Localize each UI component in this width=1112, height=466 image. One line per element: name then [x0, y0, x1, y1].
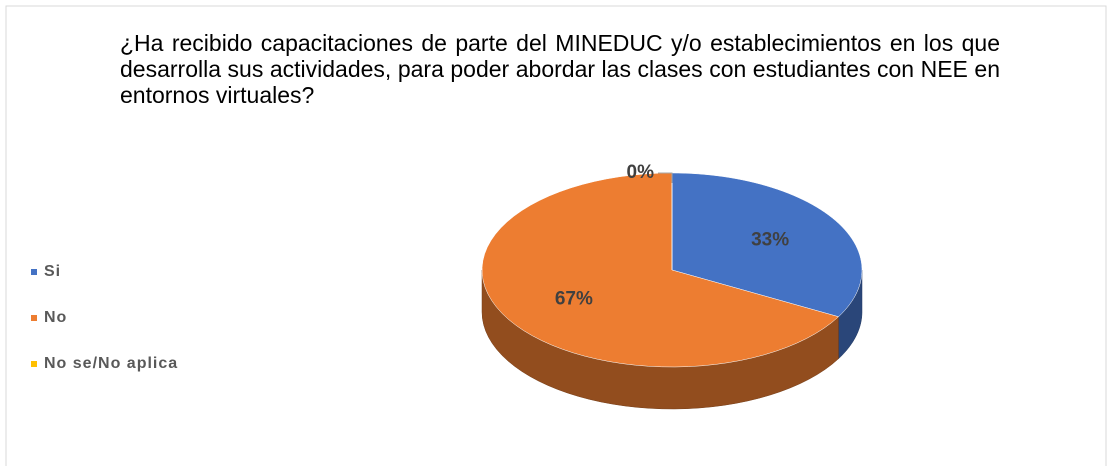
legend-label: No	[44, 309, 67, 326]
leader-line	[658, 172, 673, 183]
data-label: 33%	[751, 229, 789, 250]
data-label: 0%	[627, 162, 655, 183]
pie-slice	[671, 172, 863, 318]
legend-swatch	[31, 315, 37, 321]
legend-label: Si	[44, 263, 61, 280]
chart-title: ¿Ha recibido capacitaciones de parte del…	[120, 30, 1000, 108]
legend-swatch	[31, 361, 37, 367]
pie-slice	[481, 172, 840, 368]
legend-label: No se/No aplica	[44, 355, 178, 372]
legend-swatch	[31, 269, 37, 275]
data-label: 67%	[555, 289, 593, 310]
